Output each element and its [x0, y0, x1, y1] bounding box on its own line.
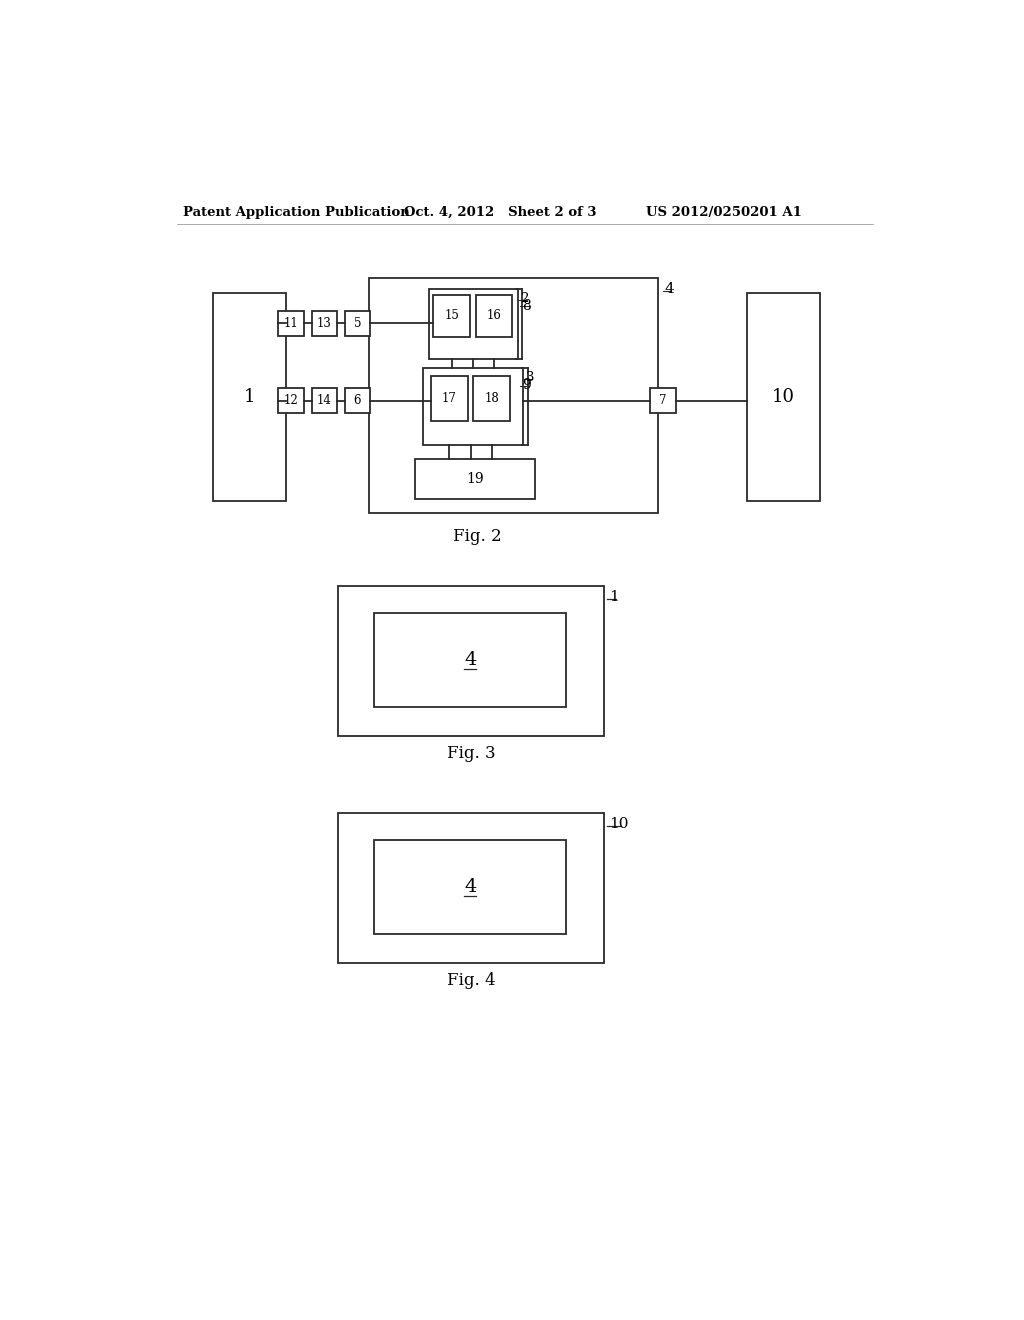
Bar [339, 813, 604, 964]
Text: 4: 4 [464, 651, 476, 669]
Text: 9: 9 [521, 378, 530, 392]
Bar [431, 376, 468, 421]
Text: 2: 2 [520, 293, 528, 305]
Bar [279, 388, 304, 413]
Text: 19: 19 [466, 471, 484, 486]
Bar [374, 612, 566, 706]
Bar [279, 312, 304, 337]
Bar [345, 312, 370, 337]
Text: 1: 1 [608, 590, 618, 603]
Text: 3: 3 [525, 371, 535, 384]
Bar [475, 294, 512, 337]
Bar [374, 840, 566, 933]
Bar [416, 459, 535, 499]
Bar [311, 312, 337, 337]
Text: 17: 17 [442, 392, 457, 405]
Text: 1: 1 [244, 388, 255, 407]
Text: 15: 15 [444, 309, 459, 322]
Text: Fig. 3: Fig. 3 [446, 744, 496, 762]
Text: US 2012/0250201 A1: US 2012/0250201 A1 [646, 206, 803, 219]
Bar [473, 376, 510, 421]
Text: Fig. 4: Fig. 4 [446, 973, 496, 989]
Text: 12: 12 [284, 395, 298, 407]
Bar [433, 294, 470, 337]
Text: 13: 13 [316, 317, 332, 330]
Bar [213, 293, 286, 502]
Bar [746, 293, 819, 502]
Text: 5: 5 [353, 317, 361, 330]
Bar [311, 388, 337, 413]
Bar [370, 277, 658, 512]
Bar [650, 388, 676, 413]
Text: 4: 4 [665, 281, 674, 296]
Text: 10: 10 [608, 817, 629, 830]
Text: Oct. 4, 2012   Sheet 2 of 3: Oct. 4, 2012 Sheet 2 of 3 [403, 206, 596, 219]
Text: 11: 11 [284, 317, 298, 330]
Text: 10: 10 [772, 388, 795, 407]
Bar [429, 289, 518, 359]
Bar [345, 388, 370, 413]
Text: 8: 8 [521, 298, 530, 313]
Text: 6: 6 [353, 395, 361, 407]
Text: Fig. 2: Fig. 2 [453, 528, 502, 545]
Text: 7: 7 [659, 395, 667, 407]
Text: 16: 16 [486, 309, 502, 322]
Bar [423, 368, 523, 445]
Text: Patent Application Publication: Patent Application Publication [183, 206, 410, 219]
Bar [339, 586, 604, 737]
Text: 14: 14 [316, 395, 332, 407]
Text: 4: 4 [464, 878, 476, 896]
Text: 18: 18 [484, 392, 499, 405]
